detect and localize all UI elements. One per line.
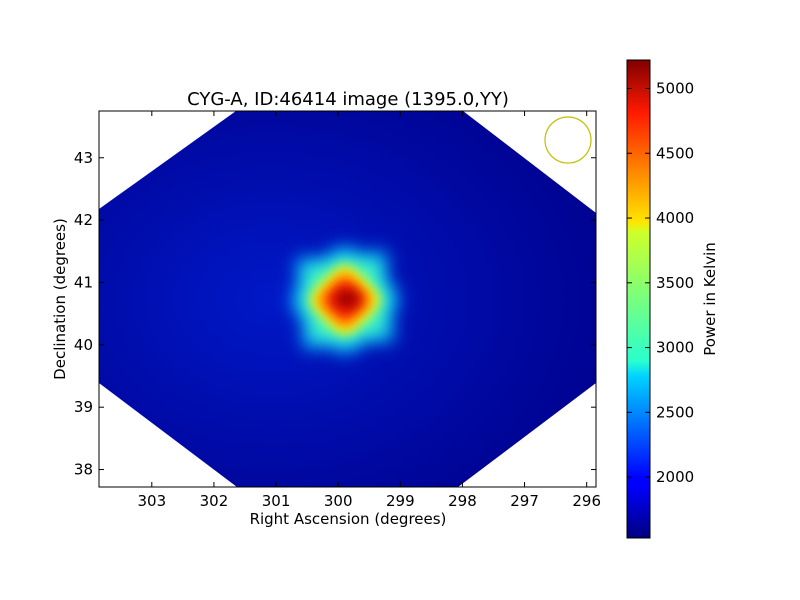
- colorbar-ticks: 2000 2500 3000 3500 4000 4500 5000: [627, 79, 694, 486]
- x-tick-label: 303: [137, 492, 166, 510]
- y-tick-label: 43: [74, 149, 93, 167]
- colorbar-label: Power in Kelvin: [701, 242, 719, 356]
- colorbar-tick-label: 5000: [656, 79, 694, 97]
- y-tick-label: 38: [74, 461, 93, 479]
- x-axis-label: Right Ascension (degrees): [250, 510, 447, 528]
- y-tick-label: 39: [74, 398, 93, 416]
- x-tick-label: 301: [262, 492, 291, 510]
- plot-frame: [98, 110, 597, 488]
- x-axis: 303 302 301 300 299 298 297 296: [137, 111, 601, 510]
- colorbar: 2000 2500 3000 3500 4000 4500 5000 Power in Ke…: [626, 59, 719, 539]
- x-tick-label: 302: [200, 492, 229, 510]
- y-axis-label: Declination (degrees): [51, 218, 69, 380]
- y-tick-label: 42: [74, 211, 93, 229]
- colorbar-tick-label: 3000: [656, 339, 694, 357]
- colorbar-tick-label: 2500: [656, 403, 694, 421]
- chart-title: CYG-A, ID:46414 image (1395.0,YY): [187, 89, 509, 110]
- y-axis: 38 39 40 41 42 43: [74, 149, 596, 479]
- x-tick-label: 298: [448, 492, 477, 510]
- source-emission: [291, 246, 399, 354]
- beam-circle: [544, 116, 592, 164]
- x-tick-label: 300: [324, 492, 353, 510]
- x-tick-label: 299: [386, 492, 415, 510]
- colorbar-gradient: [626, 59, 651, 539]
- colorbar-tick-label: 4500: [656, 144, 694, 162]
- x-tick-label: 296: [572, 492, 601, 510]
- colorbar-tick-label: 3500: [656, 274, 694, 292]
- y-tick-label: 41: [74, 273, 93, 291]
- y-tick-label: 40: [74, 336, 93, 354]
- heatmap-image: [99, 111, 596, 487]
- colorbar-tick-label: 2000: [656, 468, 694, 486]
- plot-area: [99, 111, 596, 487]
- colorbar-tick-label: 4000: [656, 209, 694, 227]
- x-tick-label: 297: [510, 492, 539, 510]
